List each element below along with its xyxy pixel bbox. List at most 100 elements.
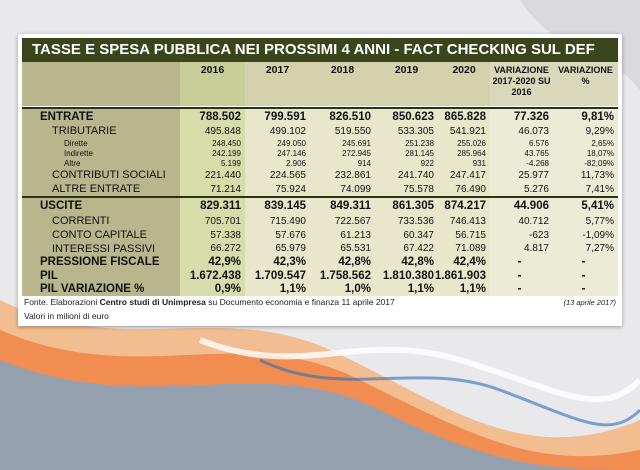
row-label: Dirette	[22, 138, 180, 148]
table-cell: 46.073	[490, 124, 553, 138]
table-cell: 715.490	[245, 214, 310, 228]
table-cell: 272.945	[310, 148, 375, 158]
table-cell: 922	[375, 158, 438, 168]
table-cell: 2.906	[245, 158, 310, 168]
table-cell: -	[490, 282, 553, 296]
row-label: CORRENTI	[22, 214, 180, 228]
table-cell: 224.565	[245, 168, 310, 182]
table-cell: -4.268	[490, 158, 553, 168]
table-cell: 65.979	[245, 242, 310, 255]
table-cell: 67.422	[375, 242, 438, 255]
table-cell: 849.311	[310, 197, 375, 214]
table-cell: 7,27%	[553, 242, 618, 255]
table-cell: 285.964	[438, 148, 490, 158]
table-cell: 42,9%	[180, 255, 245, 269]
table-cell: 71.214	[180, 182, 245, 196]
table-cell: 40.712	[490, 214, 553, 228]
table-cell: 829.311	[180, 197, 245, 214]
wave	[0, 360, 640, 470]
table-cell: 495.848	[180, 124, 245, 138]
table-cell: 850.623	[375, 108, 438, 126]
table-cell: 247.417	[438, 168, 490, 182]
header-cell: 2019	[375, 62, 438, 106]
table-cell: 1,1%	[245, 282, 310, 296]
table-cell: 4.817	[490, 242, 553, 255]
table-cell: 74.099	[310, 182, 375, 196]
table-cell: -82,09%	[553, 158, 618, 168]
table-cell: 66.272	[180, 242, 245, 255]
table-cell: 71.089	[438, 242, 490, 255]
table-cell: 1,1%	[438, 282, 490, 296]
table-cell: -	[553, 255, 618, 269]
table-cell: 9,29%	[553, 124, 618, 138]
table-cell: 75.924	[245, 182, 310, 196]
table-cell: 11,73%	[553, 168, 618, 182]
table-cell: 861.305	[375, 197, 438, 214]
row-rule	[22, 196, 618, 198]
table-cell: 42,8%	[375, 255, 438, 269]
table-cell: 56.715	[438, 228, 490, 242]
table-cell: 5,77%	[553, 214, 618, 228]
table-cell: 826.510	[310, 108, 375, 126]
row-label: CONTRIBUTI SOCIALI	[22, 168, 180, 182]
table-cell: 1.861.903	[435, 269, 490, 282]
table-cell: 839.145	[245, 197, 310, 214]
table-cell: 281.145	[375, 148, 438, 158]
table-cell: 76.490	[438, 182, 490, 196]
table-cell: 7,41%	[553, 182, 618, 196]
table-cell: 6.576	[490, 138, 553, 148]
footer-note: Valori in milioni di euro	[24, 311, 109, 321]
table-cell: 251.238	[375, 138, 438, 148]
table-cell: 1.672.438	[180, 269, 245, 282]
table-cell: 865.828	[438, 108, 490, 126]
table-cell: 75.578	[375, 182, 438, 196]
header-cell: VARIAZIONE %	[553, 62, 618, 106]
table-cell: 44.906	[490, 197, 553, 214]
table-cell: 43.765	[490, 148, 553, 158]
table-cell: 931	[438, 158, 490, 168]
table-cell: 241.740	[375, 168, 438, 182]
table-cell: -	[553, 269, 618, 282]
row-label: ENTRATE	[22, 108, 180, 126]
row-label: USCITE	[22, 197, 180, 214]
header-cell: 2018	[310, 62, 375, 106]
table-cell: 245.691	[310, 138, 375, 148]
table-cell: 1,0%	[310, 282, 375, 296]
row-rule	[22, 107, 618, 109]
footer-date: (13 aprile 2017)	[563, 298, 616, 307]
table-cell: 65.531	[310, 242, 375, 255]
table-cell: 788.502	[180, 108, 245, 126]
table-cell: 42,3%	[245, 255, 310, 269]
row-label: CONTO CAPITALE	[22, 228, 180, 242]
table-cell: -1,09%	[553, 228, 618, 242]
table-cell: 249.050	[245, 138, 310, 148]
row-label: PIL VARIAZIONE %	[22, 282, 180, 296]
table-cell: 42,4%	[438, 255, 490, 269]
table-cell: 1.709.547	[245, 269, 310, 282]
table-cell: 242.199	[180, 148, 245, 158]
table-cell: 247.146	[245, 148, 310, 158]
table-cell: -	[490, 269, 553, 282]
row-label: INTERESSI PASSIVI	[22, 242, 180, 255]
row-label: PRESSIONE FISCALE	[22, 255, 180, 269]
table-cell: 1.810.380	[375, 269, 438, 282]
table-cell: 25.977	[490, 168, 553, 182]
table-cell: 255.026	[438, 138, 490, 148]
table-cell: 541.921	[438, 124, 490, 138]
row-label: ALTRE ENTRATE	[22, 182, 180, 196]
table-cell: 874.217	[438, 197, 490, 214]
table-cell: 519.550	[310, 124, 375, 138]
footer-text: Fonte. Elaborazioni	[24, 297, 100, 307]
table-cell: 57.338	[180, 228, 245, 242]
wave-line	[259, 358, 640, 427]
table-cell: 232.861	[310, 168, 375, 182]
table-cell: 722.567	[310, 214, 375, 228]
table-cell: 18,07%	[553, 148, 618, 158]
table-cell: 221.440	[180, 168, 245, 182]
table-cell: 799.591	[245, 108, 310, 126]
table-cell: -	[490, 255, 553, 269]
header-cell	[22, 62, 180, 106]
table-cell: 0,9%	[180, 282, 245, 296]
table-cell: 499.102	[245, 124, 310, 138]
